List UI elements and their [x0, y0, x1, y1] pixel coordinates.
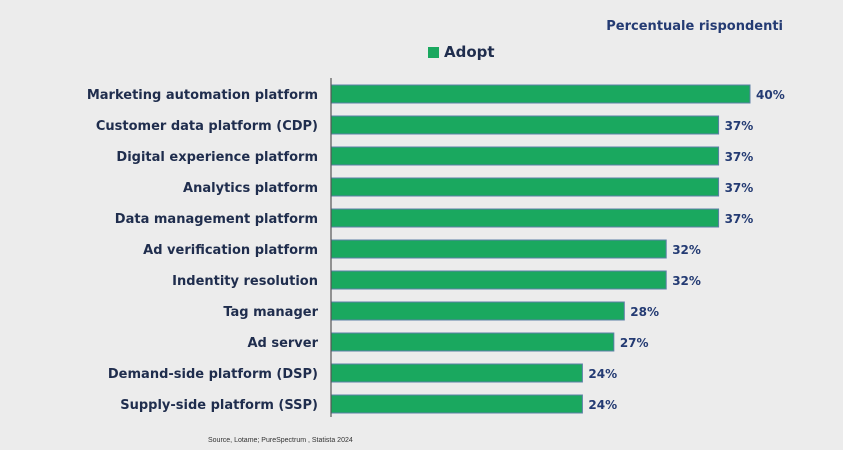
bar — [330, 84, 751, 104]
category-label: Data management platform — [115, 212, 318, 227]
chart-subtitle: Percentuale rispondenti — [606, 19, 783, 34]
value-label: 37% — [725, 181, 754, 195]
value-label: 37% — [725, 212, 754, 226]
value-label: 27% — [620, 336, 649, 350]
category-label: Ad verification platform — [143, 243, 318, 258]
category-label: Supply-side platform (SSP) — [120, 398, 318, 413]
bar — [330, 177, 720, 197]
bar — [330, 394, 583, 414]
bar — [330, 239, 667, 259]
value-label: 40% — [756, 88, 785, 102]
bar — [330, 363, 583, 383]
value-label: 37% — [725, 150, 754, 164]
value-label: 37% — [725, 119, 754, 133]
legend-swatch — [428, 46, 439, 58]
category-label: Tag manager — [223, 305, 318, 320]
category-label: Analytics platform — [183, 181, 318, 196]
bar — [330, 146, 720, 166]
value-label: 32% — [672, 274, 701, 288]
bar — [330, 332, 615, 352]
category-label: Ad server — [247, 336, 318, 351]
legend-label: Adopt — [444, 43, 495, 61]
bar-chart: Marketing automation platform 40% Customer… — [87, 78, 785, 417]
bar — [330, 208, 720, 228]
bar — [330, 301, 625, 321]
value-label: 28% — [630, 305, 659, 319]
value-label: 24% — [588, 398, 617, 412]
bar — [330, 115, 720, 135]
value-label: 32% — [672, 243, 701, 257]
category-label: Digital experience platform — [116, 150, 318, 165]
bar — [330, 270, 667, 290]
legend: Adopt — [428, 43, 495, 61]
category-label: Indentity resolution — [172, 274, 318, 289]
category-label: Marketing automation platform — [87, 88, 318, 103]
source-note: Source, Lotame; PureSpectrum , Statista … — [208, 437, 353, 444]
category-label: Customer data platform (CDP) — [96, 119, 318, 134]
value-label: 24% — [588, 367, 617, 381]
category-label: Demand-side platform (DSP) — [108, 367, 318, 382]
